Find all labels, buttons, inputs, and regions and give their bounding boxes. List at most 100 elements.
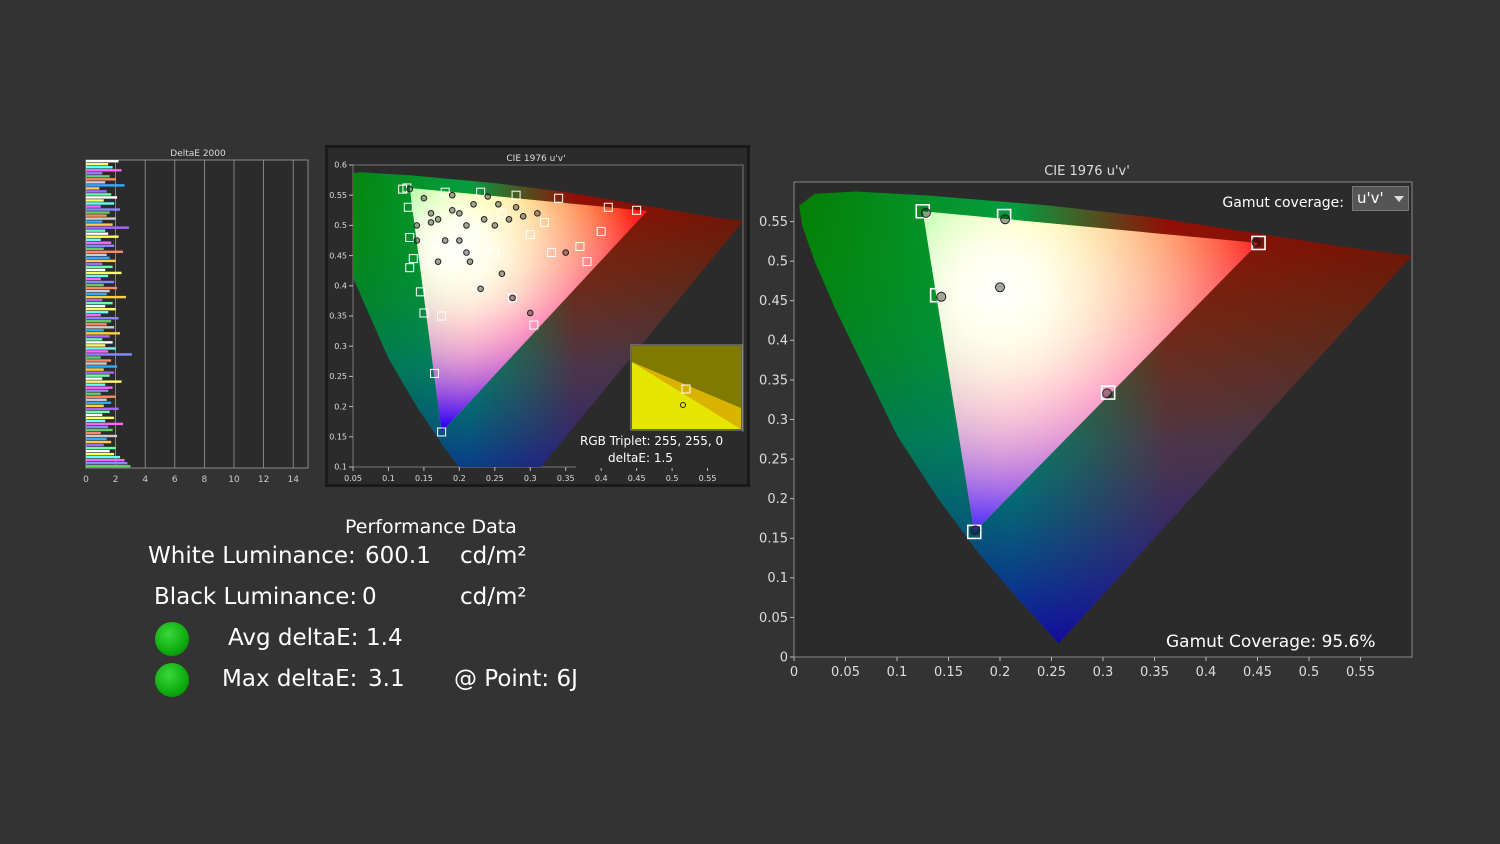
y-tick-label: 0.3 <box>767 413 788 428</box>
deltae-bar <box>86 428 113 432</box>
deltae-bar <box>86 371 115 374</box>
measured-point <box>1000 214 1011 225</box>
deltae-x-ticks: 0 2 4 6 8 10 12 14 <box>83 475 299 485</box>
deltae-bar <box>86 226 129 229</box>
deltae-bar <box>86 422 123 426</box>
deltae-bar <box>86 329 104 332</box>
measured-point <box>434 216 442 223</box>
x-tick-label: 0 <box>790 665 798 680</box>
target-marker <box>497 208 507 218</box>
main-axis-ticks: 0 0.05 0.1 0.15 0.2 0.25 0.3 0.35 0.4 0.45 0.5 0.55… <box>759 215 1375 680</box>
y-tick-label: 0.25 <box>329 372 347 381</box>
deltae-bar <box>86 163 109 166</box>
target-marker <box>476 187 486 197</box>
max-deltae-point: @ Point: 6J <box>454 666 578 692</box>
deltae-bar <box>86 280 115 284</box>
deltae-x-tick-label: 0 <box>83 475 89 485</box>
measured-point <box>427 219 435 226</box>
measured-point <box>406 185 414 193</box>
y-tick-label: 0.2 <box>334 402 347 411</box>
deltae-bar <box>86 362 107 365</box>
deltae-plot-area <box>85 159 309 469</box>
measured-point <box>995 282 1005 293</box>
black-luminance-label: Black Luminance: <box>154 584 358 610</box>
deltae-bar <box>86 404 104 408</box>
avg-deltae-value: 1.4 <box>366 625 403 651</box>
deltae-bar <box>86 205 101 208</box>
y-tick-label: 0.1 <box>767 571 788 586</box>
avg-status-indicator <box>155 622 189 656</box>
deltae-gridlines <box>85 160 294 468</box>
deltae-bar <box>86 190 107 193</box>
deltae-chart: DeltaE 2000 0 2 4 6 8 10 12 14 <box>78 144 318 490</box>
x-tick-label: 0.15 <box>415 474 433 483</box>
deltae-bar <box>86 220 103 223</box>
tooltip-triplet: RGB Triplet: 255, 255, 0 <box>580 434 723 448</box>
y-tick-label: 0.5 <box>334 221 347 230</box>
deltae-bar <box>86 208 121 211</box>
measured-point <box>413 222 421 229</box>
target-marker <box>454 237 464 247</box>
x-tick-label: 0.05 <box>344 474 362 483</box>
measured-point <box>498 270 506 278</box>
target-marker <box>529 320 539 330</box>
deltae-bar <box>86 443 104 447</box>
deltae-chart-svg: DeltaE 2000 0 2 4 6 8 10 12 14 <box>83 149 309 485</box>
deltae-bar <box>86 166 113 169</box>
deltae-bar <box>86 446 116 450</box>
measured-point <box>434 258 442 265</box>
deltae-bar <box>86 307 116 311</box>
target-marker <box>419 308 429 318</box>
measured-point <box>480 216 488 223</box>
gamut-coverage-option: u'v' <box>1357 189 1384 207</box>
black-luminance-value: 0 <box>362 584 377 610</box>
gamut-coverage-select[interactable]: u'v' <box>1352 186 1409 211</box>
tooltip-swatch <box>632 346 741 429</box>
target-marker <box>632 205 642 215</box>
deltae-bar <box>86 392 101 395</box>
deltae-bar <box>86 256 110 260</box>
deltae-bar <box>86 374 110 377</box>
measured-point <box>495 200 502 208</box>
deltae-bar <box>86 425 109 429</box>
measured-point <box>477 285 484 293</box>
deltae-bar <box>86 175 110 178</box>
measured-point <box>456 210 463 217</box>
measured-point <box>427 210 435 217</box>
deltae-bar <box>86 419 106 423</box>
y-tick-label: 0.5 <box>767 255 788 270</box>
x-tick-label: 0.4 <box>1196 665 1217 680</box>
deltae-bar <box>86 172 103 175</box>
deltae-bar <box>86 350 109 353</box>
deltae-bar <box>86 271 122 275</box>
x-tick-label: 0.3 <box>524 474 537 483</box>
target-marker <box>430 368 440 378</box>
target-marker <box>405 232 415 242</box>
measured-point <box>463 249 470 256</box>
x-tick-label: 0.25 <box>486 474 504 483</box>
deltae-bar <box>86 386 113 389</box>
y-tick-label: 0.3 <box>334 342 347 351</box>
tooltip-text-bg <box>576 432 746 468</box>
deltae-bar <box>86 314 101 317</box>
tooltip: RGB Triplet: 255, 255, 0 deltaE: 1.5 <box>576 344 746 468</box>
measured-point <box>505 216 513 223</box>
target-marker <box>929 287 945 303</box>
measured-point <box>491 222 499 229</box>
deltae-bar <box>86 353 132 356</box>
deltae-chart-title: DeltaE 2000 <box>170 149 226 159</box>
target-marker <box>966 524 982 540</box>
x-tick-label: 0.2 <box>990 665 1011 680</box>
deltae-bar <box>86 437 107 441</box>
deltae-bar <box>86 356 101 359</box>
deltae-x-tick-label: 6 <box>172 475 178 485</box>
measured-point <box>448 191 456 199</box>
x-tick-label: 0.1 <box>382 474 395 483</box>
deltae-bar <box>86 413 103 417</box>
deltae-bar <box>86 380 122 383</box>
deltae-bar <box>86 211 110 214</box>
measured-point <box>526 309 534 317</box>
deltae-bar <box>86 317 119 320</box>
deltae-bar <box>86 223 113 226</box>
deltae-bar <box>86 398 107 401</box>
